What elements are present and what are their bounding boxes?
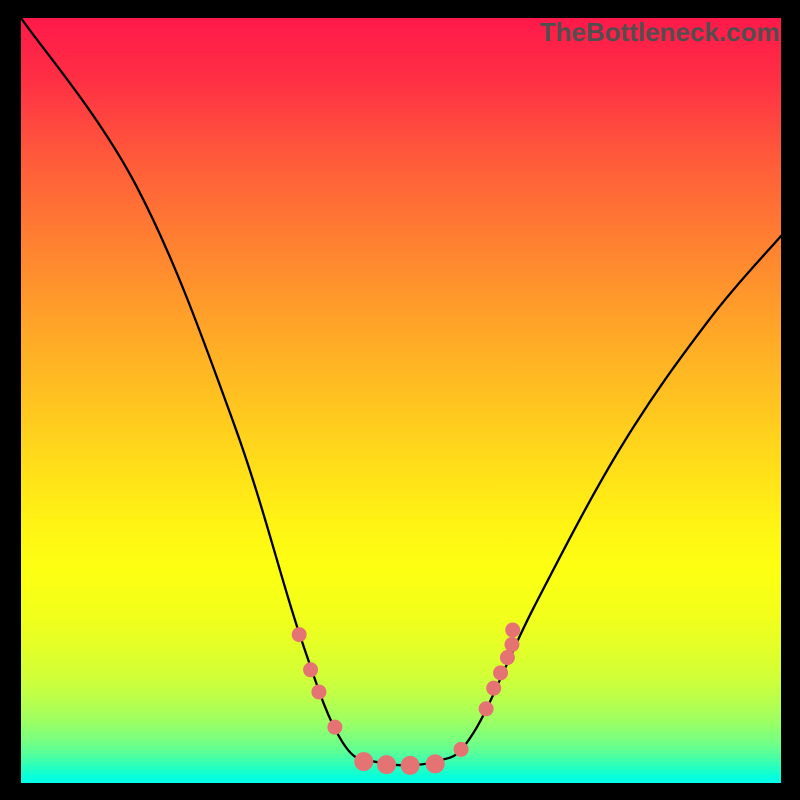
- curve-marker: [311, 684, 326, 699]
- curve-marker: [505, 623, 520, 638]
- curve-marker: [504, 637, 519, 652]
- watermark-text: TheBottleneck.com: [540, 17, 780, 48]
- curve-marker: [426, 754, 445, 773]
- curve-marker: [454, 742, 469, 757]
- curve-marker: [292, 627, 307, 642]
- curve-marker: [493, 665, 508, 680]
- curve-marker: [303, 662, 318, 677]
- curve-marker: [354, 752, 373, 771]
- curve-marker: [500, 650, 515, 665]
- curve-marker: [377, 755, 396, 774]
- curve-marker: [327, 720, 342, 735]
- curve-marker: [401, 756, 420, 775]
- curve-marker: [486, 681, 501, 696]
- curve-marker: [479, 701, 494, 716]
- gradient-background: [21, 18, 781, 783]
- terrace-bands: [21, 733, 781, 783]
- bottleneck-chart: [21, 18, 781, 783]
- chart-frame: TheBottleneck.com: [0, 0, 800, 800]
